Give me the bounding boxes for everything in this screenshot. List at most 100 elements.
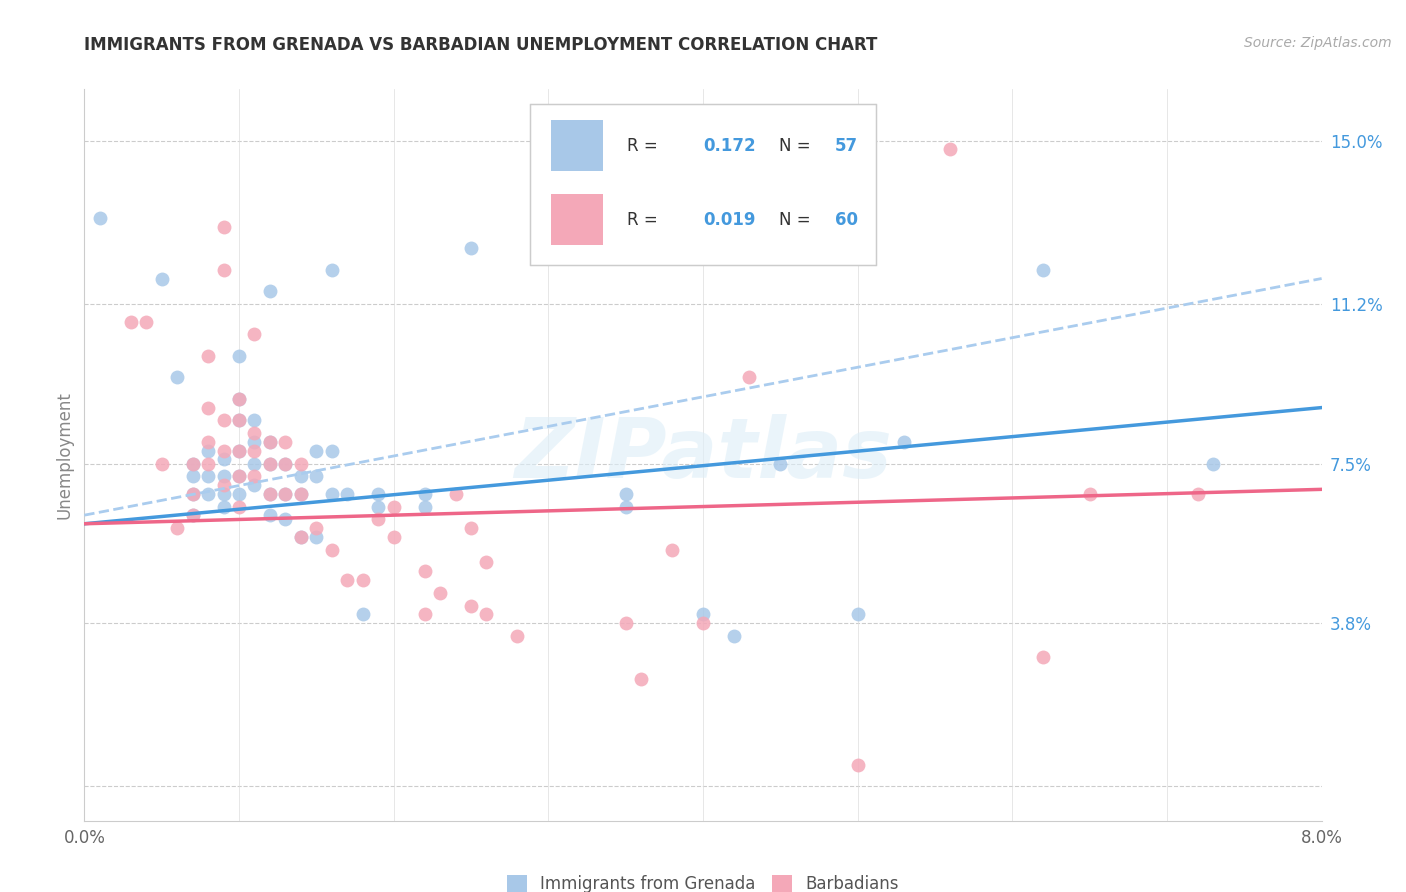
Point (444, 486, 467, 500)
Point (413, 500, 436, 514)
Point (274, 457, 297, 471)
Point (212, 500, 235, 514)
Point (228, 413, 250, 427)
Point (382, 500, 405, 514)
Point (460, 241, 482, 255)
Point (228, 500, 250, 514)
Point (181, 469, 204, 483)
Y-axis label: Unemployment: Unemployment (55, 391, 73, 519)
Point (212, 413, 235, 427)
Point (290, 530, 312, 544)
Point (243, 478, 266, 492)
Point (259, 435, 281, 450)
Point (181, 508, 204, 523)
Point (460, 599, 482, 613)
Point (692, 615, 714, 630)
Point (228, 443, 250, 458)
Point (290, 469, 312, 483)
Point (120, 314, 142, 328)
Point (723, 629, 745, 643)
Point (274, 486, 297, 500)
Point (336, 486, 359, 500)
Point (305, 469, 328, 483)
Point (228, 392, 250, 406)
Point (1202, 457, 1225, 471)
Point (769, 457, 792, 471)
Point (661, 542, 683, 557)
Point (290, 486, 312, 500)
Point (212, 219, 235, 234)
Point (614, 486, 637, 500)
Point (259, 457, 281, 471)
Point (1187, 486, 1209, 500)
Point (212, 452, 235, 467)
Text: ZIPatlas: ZIPatlas (515, 415, 891, 495)
Point (197, 435, 219, 450)
Point (228, 349, 250, 363)
Point (181, 457, 204, 471)
Point (181, 457, 204, 471)
Point (321, 486, 343, 500)
Point (290, 530, 312, 544)
Point (305, 443, 328, 458)
Point (150, 457, 173, 471)
Point (228, 392, 250, 406)
Point (197, 486, 219, 500)
Point (274, 435, 297, 450)
Point (212, 263, 235, 277)
Point (382, 530, 405, 544)
Point (321, 542, 343, 557)
Point (243, 327, 266, 342)
Point (197, 443, 219, 458)
Point (429, 585, 451, 599)
Point (274, 486, 297, 500)
Text: Source: ZipAtlas.com: Source: ZipAtlas.com (1244, 36, 1392, 50)
Point (1078, 486, 1101, 500)
Point (212, 478, 235, 492)
Point (614, 615, 637, 630)
Point (135, 314, 157, 328)
Point (212, 469, 235, 483)
Point (212, 486, 235, 500)
Point (197, 401, 219, 415)
Point (243, 469, 266, 483)
Point (336, 573, 359, 587)
Point (893, 435, 915, 450)
Point (259, 285, 281, 299)
Point (1032, 263, 1054, 277)
Point (166, 521, 188, 535)
Point (846, 607, 869, 621)
Point (243, 413, 266, 427)
Point (259, 435, 281, 450)
Point (460, 521, 482, 535)
Point (475, 607, 498, 621)
Point (181, 486, 204, 500)
Point (738, 370, 761, 384)
Point (413, 607, 436, 621)
Point (243, 426, 266, 441)
Point (150, 271, 173, 285)
Point (614, 500, 637, 514)
Point (89, 211, 111, 226)
Point (228, 486, 250, 500)
Point (475, 556, 498, 570)
Point (197, 469, 219, 483)
Point (352, 573, 374, 587)
Point (630, 672, 652, 686)
Point (321, 443, 343, 458)
Point (243, 443, 266, 458)
Point (197, 349, 219, 363)
Point (259, 508, 281, 523)
Point (166, 370, 188, 384)
Point (352, 607, 374, 621)
Point (1032, 650, 1054, 665)
Point (321, 263, 343, 277)
Point (243, 435, 266, 450)
Point (692, 607, 714, 621)
Point (413, 486, 436, 500)
Point (228, 469, 250, 483)
Point (413, 564, 436, 578)
Point (305, 521, 328, 535)
Point (290, 457, 312, 471)
Point (228, 469, 250, 483)
